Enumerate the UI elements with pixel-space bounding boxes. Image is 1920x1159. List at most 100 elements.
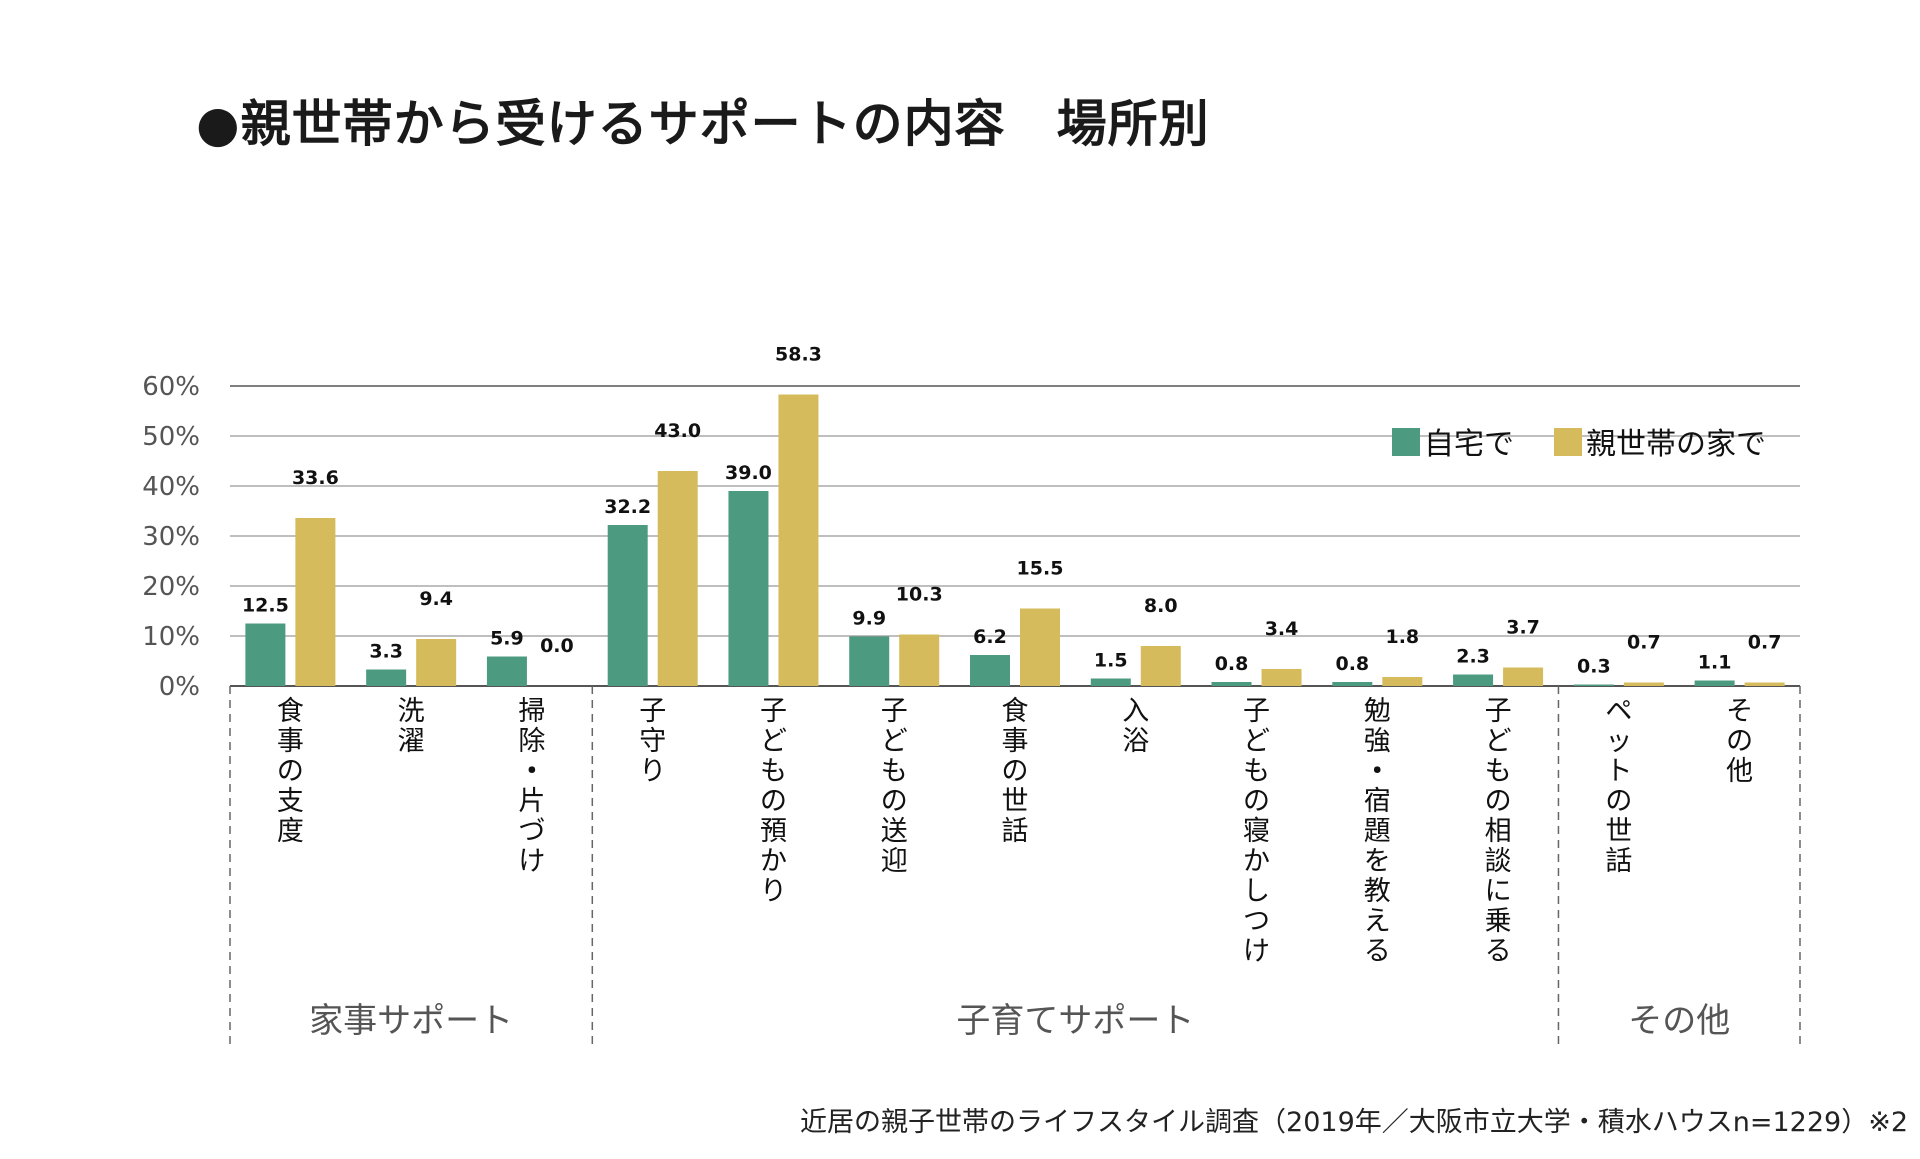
category-char: づ xyxy=(518,816,545,847)
category-char: を xyxy=(1364,846,1391,877)
category-char: 送 xyxy=(881,816,908,847)
bar-value-label: 9.9 xyxy=(852,608,886,630)
category-char: 事 xyxy=(277,726,304,757)
category-char: 他 xyxy=(1726,756,1753,787)
category-char: ト xyxy=(1605,756,1632,787)
category-char: ど xyxy=(1485,726,1512,757)
category-char: 事 xyxy=(1002,726,1029,757)
category-char: 子 xyxy=(881,696,908,727)
category-char: の xyxy=(881,786,908,817)
category-label: 洗濯 xyxy=(398,696,425,757)
category-char: の xyxy=(1605,786,1632,817)
category-char: 洗 xyxy=(398,696,425,727)
group-label: 家事サポート xyxy=(309,1001,513,1041)
category-char: 子 xyxy=(1485,696,1512,727)
category-char: の xyxy=(277,756,304,787)
bar xyxy=(1020,608,1060,686)
bar xyxy=(1090,678,1131,686)
category-char: し xyxy=(1243,876,1270,907)
bar xyxy=(366,669,407,686)
bar-value-label: 0.7 xyxy=(1627,632,1661,654)
category-char: そ xyxy=(1726,696,1753,727)
category-char: 子 xyxy=(1243,696,1270,727)
category-char: り xyxy=(639,756,666,787)
category-char: の xyxy=(1243,786,1270,817)
legend-label: 自宅で xyxy=(1424,427,1514,462)
category-char: 食 xyxy=(277,696,304,727)
bar xyxy=(1623,682,1664,686)
bar-value-label: 1.1 xyxy=(1698,652,1732,674)
category-char: 掃 xyxy=(518,696,545,727)
bar xyxy=(1453,674,1494,686)
bar xyxy=(607,525,648,686)
category-char: 宿 xyxy=(1364,786,1391,817)
bar-value-label: 10.3 xyxy=(896,584,943,606)
category-char: 支 xyxy=(277,786,304,817)
bar-value-label: 3.3 xyxy=(369,641,403,663)
category-char: ど xyxy=(881,726,908,757)
y-tick-label: 0% xyxy=(159,672,200,702)
bar xyxy=(295,518,336,686)
category-char: 話 xyxy=(1605,846,1632,877)
category-char: け xyxy=(1243,936,1270,967)
bar xyxy=(1332,682,1373,686)
legend: 自宅で 親世帯の家で xyxy=(1392,427,1766,462)
bar-value-label: 33.6 xyxy=(292,467,339,489)
category-char: 話 xyxy=(1002,816,1029,847)
bar xyxy=(486,656,527,686)
y-tick-label: 20% xyxy=(142,572,200,602)
category-char: 子 xyxy=(639,696,666,727)
legend-label: 親世帯の家で xyxy=(1586,427,1766,462)
category-char: 勉 xyxy=(1364,696,1391,727)
category-char: も xyxy=(1243,756,1270,787)
bar xyxy=(1261,669,1302,686)
bar-value-label: 0.8 xyxy=(1335,653,1369,675)
bar-value-label: 2.3 xyxy=(1456,646,1490,668)
category-char: ッ xyxy=(1605,726,1632,757)
category-char: に xyxy=(1485,876,1512,907)
y-axis: 60% 50% 40% 30% 20% 10% 0% xyxy=(142,372,200,702)
category-char: 世 xyxy=(1002,786,1029,817)
bar xyxy=(1573,684,1614,686)
category-char: の xyxy=(760,786,787,817)
bar-value-label: 32.2 xyxy=(604,496,651,518)
y-tick-label: 60% xyxy=(142,372,200,402)
category-char: ど xyxy=(1243,726,1270,757)
category-char: 相 xyxy=(1485,816,1512,847)
bar xyxy=(416,639,457,686)
y-tick-label: 40% xyxy=(142,472,200,502)
bar xyxy=(1382,677,1423,686)
bar xyxy=(899,634,940,686)
group-label: 子育てサポート xyxy=(956,1001,1194,1041)
bar xyxy=(1140,646,1181,686)
bar xyxy=(245,623,286,686)
legend-swatch xyxy=(1554,428,1582,456)
category-char: か xyxy=(760,846,787,877)
category-groups: 家事サポート 子育てサポート その他 xyxy=(229,686,1801,1045)
category-char: 濯 xyxy=(398,726,425,757)
category-char: 迎 xyxy=(881,846,908,877)
group-label: その他 xyxy=(1628,1001,1730,1041)
bar-value-label: 1.8 xyxy=(1385,626,1419,648)
category-char: も xyxy=(760,756,787,787)
category-char: の xyxy=(1485,786,1512,817)
bar xyxy=(657,471,698,686)
category-char: も xyxy=(881,756,908,787)
category-char: も xyxy=(1485,756,1512,787)
category-char: の xyxy=(1726,726,1753,757)
bar-value-label: 58.3 xyxy=(775,344,822,366)
bar xyxy=(728,491,769,686)
bar-value-label: 8.0 xyxy=(1144,595,1178,617)
bar-value-label: 0.8 xyxy=(1215,653,1249,675)
category-char: つ xyxy=(1243,906,1270,937)
category-label: その他 xyxy=(1726,696,1753,787)
category-char: 片 xyxy=(518,786,545,817)
category-char: え xyxy=(1364,906,1391,937)
